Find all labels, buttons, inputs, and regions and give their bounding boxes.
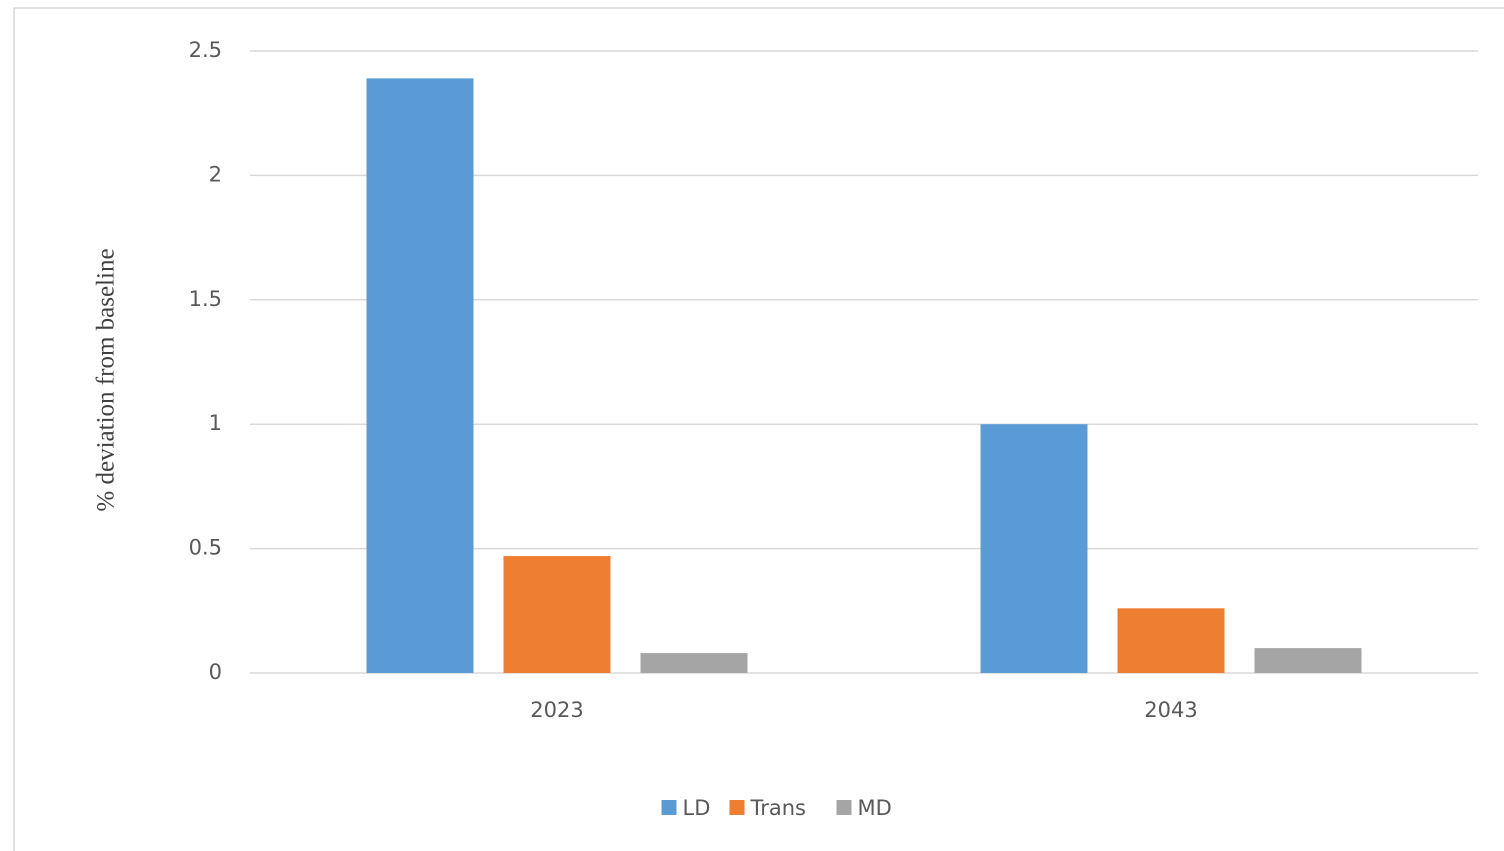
- y-tick-label: 0: [209, 660, 222, 684]
- bar: [366, 78, 474, 674]
- bar: [503, 556, 611, 673]
- x-tick-label: 2023: [530, 698, 583, 722]
- legend-swatch: [661, 800, 677, 815]
- y-tick-label: 0.5: [189, 536, 222, 560]
- bar: [640, 653, 748, 673]
- x-tick-label: 2043: [1144, 698, 1197, 722]
- legend-label: MD: [858, 796, 892, 820]
- y-tick-label: 1: [209, 411, 222, 435]
- bar: [1117, 608, 1225, 673]
- y-axis-label: % deviation from baseline: [93, 248, 120, 511]
- legend-label: LD: [683, 796, 711, 820]
- y-tick-label: 2.5: [189, 38, 222, 62]
- y-tick-label: 2: [209, 162, 222, 186]
- legend-swatch: [836, 800, 852, 815]
- bar: [1254, 648, 1362, 673]
- y-tick-label: 1.5: [189, 287, 222, 311]
- legend-swatch: [729, 800, 745, 815]
- bar: [980, 424, 1088, 673]
- legend-label: Trans: [750, 796, 807, 820]
- chart-border: [13, 7, 1504, 851]
